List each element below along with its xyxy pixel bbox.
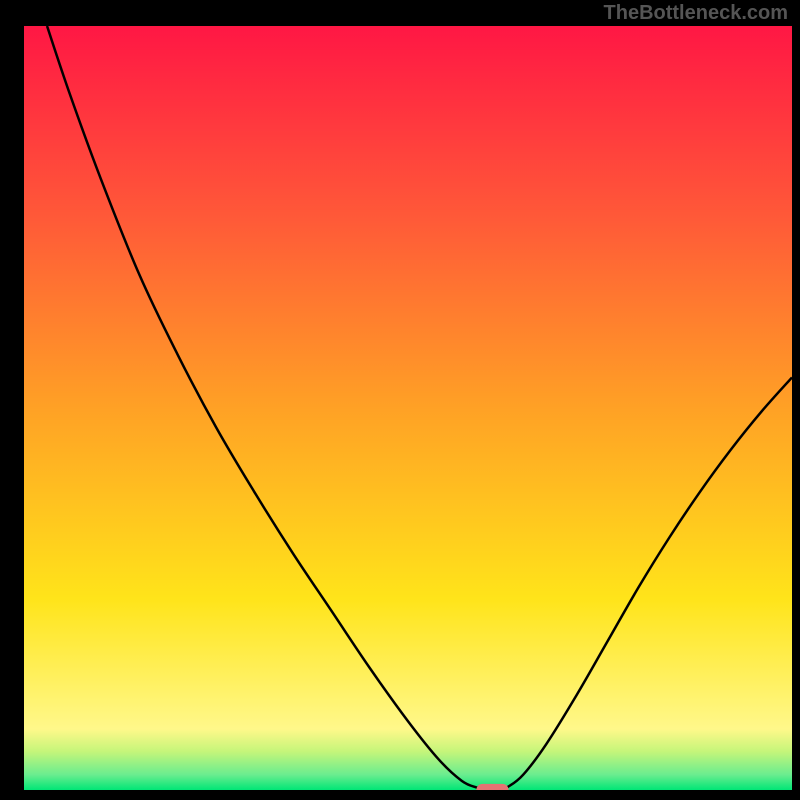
chart-svg xyxy=(24,26,792,790)
plot-area xyxy=(24,26,792,790)
curve-left-branch xyxy=(47,26,485,790)
watermark-text: TheBottleneck.com xyxy=(604,2,788,25)
curve-right-branch xyxy=(500,377,792,790)
bottleneck-marker xyxy=(476,784,508,790)
